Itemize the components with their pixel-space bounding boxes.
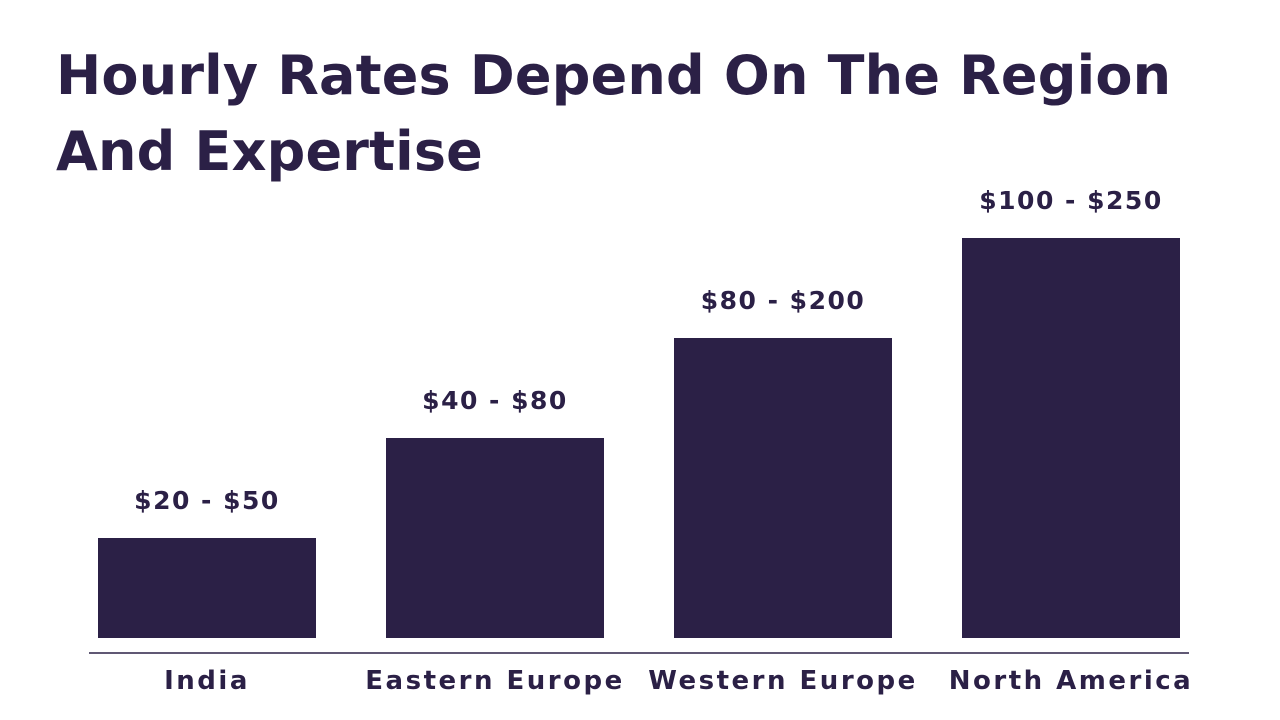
x-tick-label: North America — [949, 666, 1193, 696]
data-label: $20 - $50 — [134, 486, 280, 515]
x-tick-label: Eastern Europe — [365, 666, 624, 696]
chart-title: Hourly Rates Depend On The Region And Ex… — [56, 44, 1172, 183]
bar-north-america — [962, 238, 1180, 638]
bar-india — [98, 538, 316, 638]
bar-eastern-europe — [386, 438, 604, 638]
data-label: $100 - $250 — [979, 186, 1162, 215]
data-label: $40 - $80 — [422, 386, 568, 415]
bar-western-europe — [674, 338, 892, 638]
x-tick-label: Western Europe — [648, 666, 918, 696]
x-tick-label: India — [164, 666, 250, 696]
data-label: $80 - $200 — [701, 286, 866, 315]
